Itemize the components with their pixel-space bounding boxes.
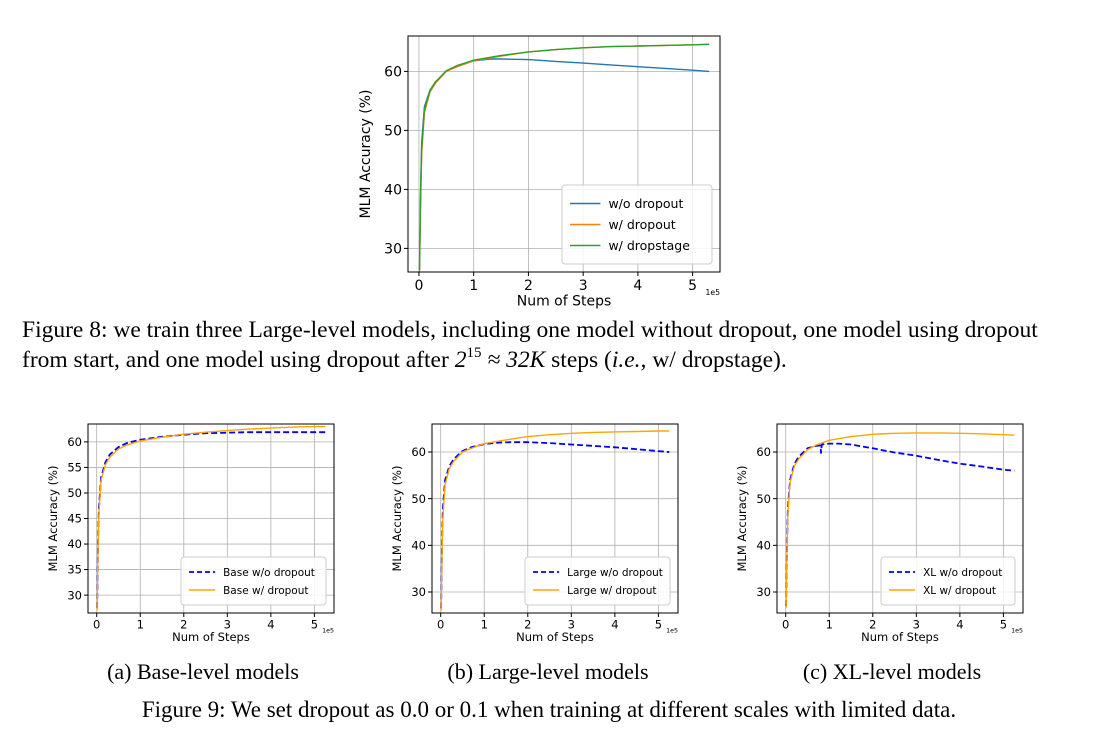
y-tick-label-0: 30 (67, 588, 82, 602)
x-multiplier-label: 1e5 (322, 628, 334, 635)
legend-label-0: Large w/o dropout (567, 567, 663, 579)
x-tick-label-2: 2 (524, 278, 533, 294)
legend-label-2: w/ dropstage (608, 238, 690, 253)
x-tick-label-0: 0 (437, 618, 444, 632)
x-multiplier-label: 1e5 (666, 628, 678, 635)
x-tick-label-4: 4 (267, 618, 274, 632)
figure-8-caption-math-base: 2 (454, 347, 467, 373)
y-tick-label-0: 30 (756, 585, 771, 599)
x-tick-label-2: 2 (180, 618, 187, 632)
series-line-1 (785, 432, 1015, 609)
y-tick-label-3: 60 (384, 64, 402, 80)
legend-label-0: w/o dropout (608, 196, 683, 211)
y-tick-label-3: 60 (411, 445, 426, 459)
y-axis-label: MLM Accuracy (%) (390, 466, 404, 572)
y-tick-label-1: 40 (756, 538, 771, 552)
x-tick-label-0: 0 (414, 278, 423, 294)
figure-8-caption-ie: i.e., (611, 347, 647, 373)
figure-8-caption-math-exponent: 15 (466, 345, 482, 361)
chart-fig8: 0 1 2 3 4 5 30 40 50 60 Num of Steps MLM Accuracy (… (358, 35, 721, 309)
y-tick-label-1: 35 (67, 563, 82, 577)
x-tick-label-3: 3 (913, 618, 920, 632)
figure-8-caption: Figure 8: we train three Large-level mod… (22, 315, 1087, 375)
legend-label-1: w/ dropout (608, 217, 675, 232)
y-tick-label-1: 40 (384, 182, 402, 198)
legend-label-0: Base w/o dropout (223, 567, 315, 579)
y-tick-label-4: 50 (67, 486, 82, 500)
subcaption-b: (b) Large-level models (447, 659, 649, 684)
series-line-1 (440, 430, 670, 611)
x-tick-label-4: 4 (633, 278, 642, 294)
y-tick-label-0: 30 (411, 585, 426, 599)
series-line-2 (418, 43, 710, 271)
subcaption-c: (c) XL-level models (802, 659, 982, 684)
y-tick-label-2: 40 (67, 537, 82, 551)
legend-box (561, 184, 713, 265)
legend-label-1: XL w/ dropout (923, 585, 996, 597)
axes-frame (431, 423, 679, 614)
x-tick-label-2: 2 (869, 618, 876, 632)
subcaption-a: (a) Base-level models (107, 659, 299, 684)
y-tick-label-2: 50 (384, 123, 402, 139)
y-tick-label-5: 55 (67, 461, 82, 475)
x-axis-label: Num of Steps (172, 630, 250, 644)
y-tick-label-6: 60 (67, 435, 82, 449)
x-tick-label-1: 1 (481, 618, 488, 632)
x-multiplier-label: 1e5 (705, 288, 720, 297)
x-tick-label-3: 3 (579, 278, 588, 294)
x-tick-label-4: 4 (611, 618, 618, 632)
x-multiplier-label: 1e5 (1011, 628, 1023, 635)
figure-9-caption: Figure 9: We set dropout as 0.0 or 0.1 w… (141, 697, 957, 722)
figure-8-caption-text: we train three Large-level models, inclu… (22, 317, 1038, 373)
y-tick-label-0: 30 (384, 241, 402, 257)
x-tick-label-3: 3 (568, 618, 575, 632)
y-axis-label: MLM Accuracy (%) (46, 466, 60, 572)
figure-8-caption-label: Figure 8: (22, 317, 108, 343)
y-tick-label-2: 50 (756, 492, 771, 506)
x-tick-label-1: 1 (137, 618, 144, 632)
x-tick-label-3: 3 (224, 618, 231, 632)
x-tick-label-5: 5 (688, 278, 697, 294)
x-axis-label: Num of Steps (516, 630, 594, 644)
x-axis-label: Num of Steps (861, 630, 939, 644)
chart-fig9b: 0 1 2 3 4 5 30 40 50 60 Num of Steps MLM Accuracy (… (390, 423, 679, 644)
axes-frame (776, 423, 1024, 614)
legend-label-1: Large w/ dropout (567, 585, 656, 597)
x-tick-label-5: 5 (1000, 618, 1007, 632)
x-tick-label-0: 0 (93, 618, 100, 632)
x-tick-label-1: 1 (469, 278, 478, 294)
figure-8-caption-text-2: steps ( (551, 347, 612, 373)
series-line-0 (440, 441, 670, 609)
series-line-0 (418, 58, 710, 270)
y-tick-label-3: 60 (756, 445, 771, 459)
y-tick-label-3: 45 (67, 512, 82, 526)
legend-box (880, 556, 1016, 606)
figure-8-caption-text-3: w/ dropstage). (652, 347, 787, 373)
legend-label-0: XL w/o dropout (923, 567, 1002, 579)
axes-frame (407, 35, 721, 273)
y-axis-label: MLM Accuracy (%) (735, 466, 749, 572)
x-tick-label-5: 5 (311, 618, 318, 632)
x-tick-label-2: 2 (524, 618, 531, 632)
x-axis-label: Num of Steps (517, 293, 612, 309)
series-line-1 (96, 425, 326, 611)
y-tick-label-1: 40 (411, 538, 426, 552)
y-tick-label-2: 50 (411, 492, 426, 506)
legend-label-1: Base w/ dropout (223, 585, 308, 597)
legend-box (524, 556, 671, 606)
x-tick-label-5: 5 (655, 618, 662, 632)
x-tick-label-1: 1 (826, 618, 833, 632)
chart-fig9c: 0 1 2 3 4 5 30 40 50 60 Num of Steps MLM Accuracy (… (735, 423, 1024, 644)
x-tick-label-4: 4 (956, 618, 963, 632)
x-tick-label-0: 0 (782, 618, 789, 632)
figure-8-caption-math-value: ≈ 32K (487, 347, 546, 373)
legend-box (180, 556, 327, 606)
series-line-0 (96, 431, 326, 608)
y-axis-label: MLM Accuracy (%) (358, 89, 374, 218)
